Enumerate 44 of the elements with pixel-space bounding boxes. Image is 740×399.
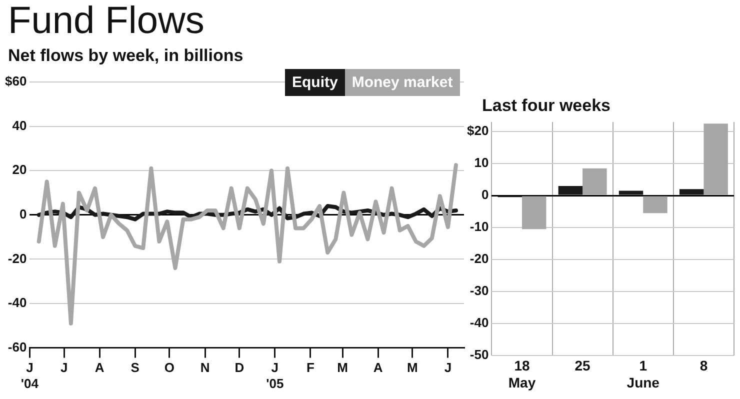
- x-tick-label: D: [234, 360, 244, 376]
- chart-title: Last four weeks: [482, 96, 610, 116]
- chart-title: Fund Flows: [8, 0, 204, 43]
- y-tick-label: 20: [12, 162, 27, 178]
- bar: [643, 196, 668, 214]
- x-tick-label: 8: [700, 358, 708, 374]
- x-tick-label: J: [60, 360, 68, 376]
- x-tick-label: 1 June: [626, 358, 660, 390]
- chart-subtitle: Net flows by week, in billions: [8, 46, 244, 66]
- y-tick-label: 10: [474, 155, 489, 170]
- x-tick-label: A: [373, 360, 384, 376]
- y-tick-label: $20: [466, 123, 489, 138]
- text: Money market: [344, 68, 460, 96]
- y-tick-label: -40: [8, 295, 27, 310]
- y-tick-label: 40: [12, 118, 27, 133]
- x-tick-label: 18 May: [508, 358, 536, 390]
- x-tick-label: A: [94, 360, 105, 376]
- y-tick-label: -40: [470, 315, 489, 330]
- y-tick-label: -30: [470, 283, 489, 298]
- x-tick-label: N: [200, 360, 210, 376]
- y-tick-label: -50: [470, 346, 489, 362]
- x-tick-label: J '04: [20, 360, 40, 391]
- x-tick-label: M: [337, 360, 348, 376]
- y-tick-label: $60: [4, 74, 27, 89]
- bar: [618, 190, 644, 195]
- x-tick-label: J: [444, 360, 452, 376]
- bar: [558, 186, 583, 195]
- y-tick-label: 0: [481, 187, 489, 202]
- bar: [582, 168, 607, 195]
- y-tick-label: -60: [8, 339, 27, 354]
- bar: [679, 189, 704, 195]
- y-tick-label: -20: [470, 251, 489, 266]
- x-tick-label: F: [306, 360, 314, 376]
- text: Equity: [285, 68, 345, 96]
- x-tick-label: M: [407, 360, 418, 376]
- y-tick-label: -20: [8, 250, 27, 266]
- bar: [522, 196, 546, 230]
- x-tick-label: S: [130, 360, 140, 376]
- x-tick-label: 25: [574, 358, 591, 374]
- y-tick-label: 0: [19, 206, 27, 222]
- y-tick-label: -10: [470, 219, 489, 234]
- x-tick-label: O: [164, 360, 175, 376]
- bar: [704, 124, 728, 195]
- x-tick-label: J '05: [266, 360, 284, 391]
